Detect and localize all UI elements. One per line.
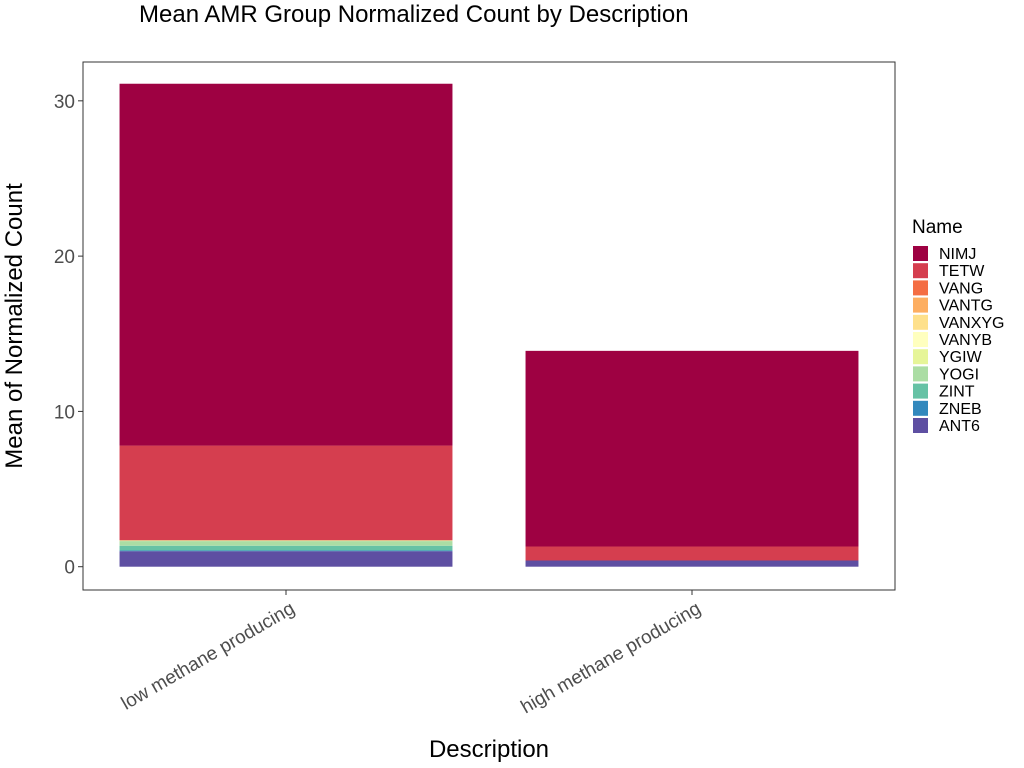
y-tick-label-30: 30 — [54, 92, 75, 113]
legend-swatch-vantg — [913, 297, 928, 313]
bars — [119, 83, 859, 567]
bar-low-methane-producing-ygiw — [119, 540, 453, 542]
bar-low-methane-producing-zint — [119, 545, 453, 551]
legend-swatch-zint — [913, 383, 928, 399]
legend-label-yogi: YOGI — [939, 366, 979, 383]
legend-label-vang: VANG — [939, 280, 983, 297]
bar-low-methane-producing-zneb — [119, 550, 453, 552]
legend-label-zneb: ZNEB — [939, 401, 982, 418]
x-tick-label-high-methane-producing: high methane producing — [517, 598, 704, 718]
bar-low-methane-producing-nimj — [119, 83, 453, 446]
legend-swatch-nimj — [913, 246, 928, 261]
legend-title: Name — [912, 217, 963, 238]
bar-high-methane-producing-nimj — [525, 350, 859, 547]
y-axis: 0 10 20 30 — [54, 92, 83, 579]
legend-label-vanxyg: VANXYG — [939, 315, 1005, 332]
legend-swatch-zneb — [913, 400, 928, 416]
x-axis: low methane producing high methane produc… — [118, 590, 705, 718]
legend-swatch-vang — [913, 280, 928, 296]
legend-items: NIMJTETWVANGVANTGVANXYGVANYBYGIWYOGIZINT… — [913, 246, 1005, 435]
bar-low-methane-producing-tetw — [119, 445, 453, 541]
legend-label-nimj: NIMJ — [939, 246, 976, 263]
legend: Name NIMJTETWVANGVANTGVANXYGVANYBYGIWYOG… — [912, 217, 1005, 435]
x-tick-label-low-methane-producing: low methane producing — [118, 598, 299, 714]
y-tick-label-20: 20 — [54, 247, 75, 268]
legend-label-vantg: VANTG — [939, 298, 993, 315]
legend-label-tetw: TETW — [939, 263, 985, 280]
legend-swatch-ygiw — [913, 349, 928, 365]
bar-low-methane-producing-ant6 — [119, 551, 453, 567]
legend-swatch-vanxyg — [913, 314, 928, 330]
legend-label-ant6: ANT6 — [939, 418, 980, 435]
chart-title: Mean AMR Group Normalized Count by Descr… — [139, 1, 689, 28]
y-tick-label-10: 10 — [54, 402, 75, 423]
legend-swatch-ant6 — [913, 418, 928, 433]
bar-high-methane-producing-ant6 — [525, 560, 859, 567]
legend-label-ygiw: YGIW — [939, 349, 983, 366]
legend-label-vanyb: VANYB — [939, 332, 992, 349]
bar-high-methane-producing-tetw — [525, 546, 859, 561]
legend-swatch-tetw — [913, 263, 928, 279]
x-axis-title: Description — [429, 736, 549, 763]
y-tick-label-0: 0 — [64, 558, 75, 579]
bar-low-methane-producing-yogi — [119, 541, 453, 546]
legend-swatch-yogi — [913, 366, 928, 382]
legend-label-zint: ZINT — [939, 384, 975, 401]
legend-swatch-vanyb — [913, 332, 928, 347]
y-axis-title: Mean of Normalized Count — [1, 183, 28, 469]
